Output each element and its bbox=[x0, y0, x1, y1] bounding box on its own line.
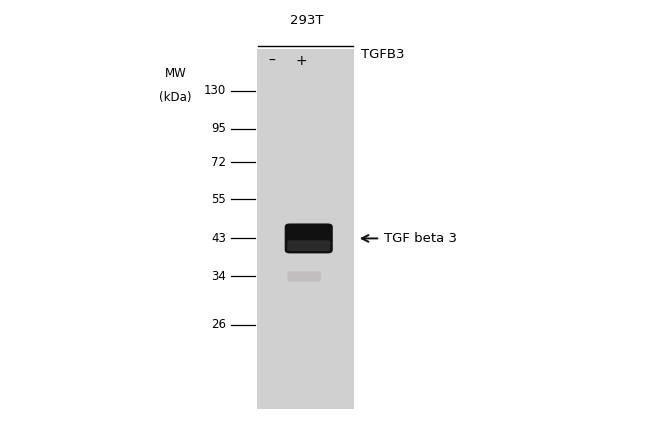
Text: +: + bbox=[295, 54, 307, 68]
Text: 72: 72 bbox=[211, 156, 226, 169]
Text: TGFB3: TGFB3 bbox=[361, 48, 404, 60]
Text: 55: 55 bbox=[211, 193, 226, 206]
Text: –: – bbox=[268, 54, 275, 68]
Text: 43: 43 bbox=[211, 232, 226, 245]
Text: MW: MW bbox=[164, 68, 187, 80]
Text: 95: 95 bbox=[211, 122, 226, 135]
Text: (kDa): (kDa) bbox=[159, 91, 192, 103]
FancyBboxPatch shape bbox=[287, 271, 320, 281]
FancyBboxPatch shape bbox=[285, 224, 333, 253]
Text: 130: 130 bbox=[204, 84, 226, 97]
FancyBboxPatch shape bbox=[287, 240, 330, 251]
Text: 293T: 293T bbox=[290, 14, 324, 27]
Text: TGF beta 3: TGF beta 3 bbox=[384, 232, 456, 245]
Text: 34: 34 bbox=[211, 270, 226, 283]
Text: 26: 26 bbox=[211, 319, 226, 331]
Bar bbox=[257, 49, 354, 409]
